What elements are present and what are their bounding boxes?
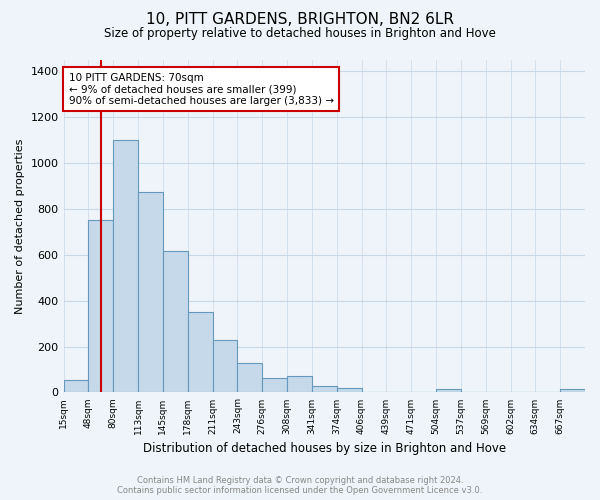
Bar xyxy=(436,389,461,392)
Bar xyxy=(88,220,113,392)
Text: Contains HM Land Registry data © Crown copyright and database right 2024.
Contai: Contains HM Land Registry data © Crown c… xyxy=(118,476,482,495)
Bar xyxy=(113,140,138,392)
Text: 10 PITT GARDENS: 70sqm
← 9% of detached houses are smaller (399)
90% of semi-det: 10 PITT GARDENS: 70sqm ← 9% of detached … xyxy=(68,72,334,106)
Bar xyxy=(163,252,188,392)
Bar xyxy=(212,340,238,392)
Bar xyxy=(188,312,212,392)
Bar xyxy=(138,192,163,392)
Bar xyxy=(64,380,88,392)
Bar xyxy=(312,386,337,392)
Bar xyxy=(287,376,312,392)
Bar xyxy=(337,388,362,392)
Text: 10, PITT GARDENS, BRIGHTON, BN2 6LR: 10, PITT GARDENS, BRIGHTON, BN2 6LR xyxy=(146,12,454,28)
Bar xyxy=(238,362,262,392)
Bar xyxy=(560,389,585,392)
X-axis label: Distribution of detached houses by size in Brighton and Hove: Distribution of detached houses by size … xyxy=(143,442,506,455)
Y-axis label: Number of detached properties: Number of detached properties xyxy=(15,138,25,314)
Bar xyxy=(262,378,287,392)
Text: Size of property relative to detached houses in Brighton and Hove: Size of property relative to detached ho… xyxy=(104,28,496,40)
